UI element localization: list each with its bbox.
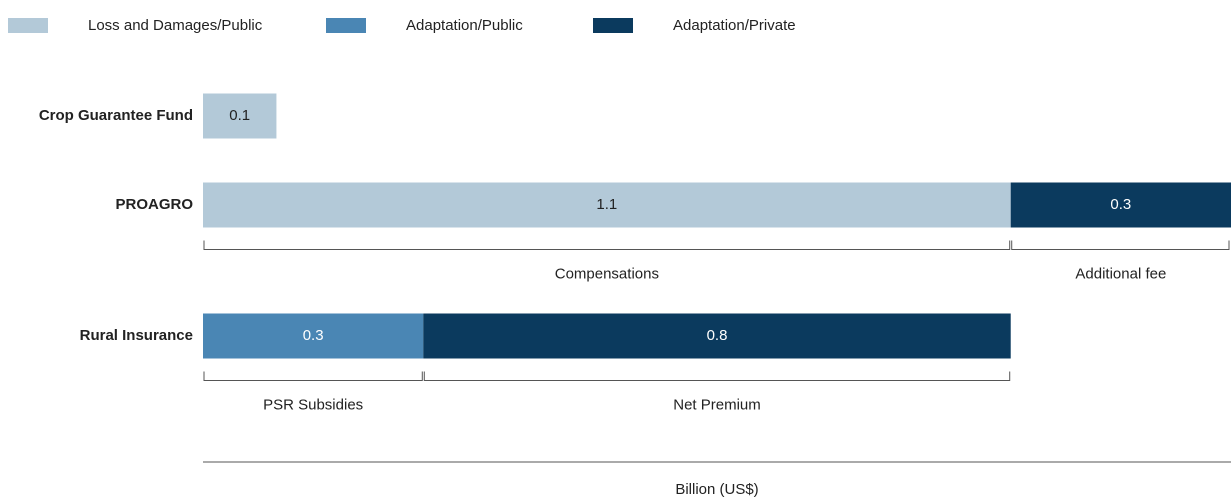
bracket [203, 371, 423, 381]
bracket [1011, 240, 1230, 250]
bracket [203, 240, 1011, 250]
category-label: Crop Guarantee Fund [39, 107, 193, 124]
category-label: PROAGRO [115, 196, 193, 213]
data-label: 0.3 [1110, 196, 1131, 213]
legend-label: Loss and Damages/Public [88, 17, 263, 34]
data-label: 0.8 [707, 327, 728, 344]
segment-label: Additional fee [1075, 265, 1166, 282]
bar-segment [203, 313, 424, 359]
legend-swatch [593, 18, 633, 33]
x-axis-label: Billion (US$) [675, 481, 758, 498]
data-label: 0.3 [303, 327, 324, 344]
bracket [423, 371, 1011, 381]
bar-segment [203, 93, 277, 139]
bar-segment [423, 313, 1011, 359]
category-label: Rural Insurance [80, 327, 193, 344]
data-label: 0.1 [229, 107, 250, 124]
legend-swatch [326, 18, 366, 33]
segment-label: Net Premium [673, 396, 761, 413]
legend-swatch [8, 18, 48, 33]
legend-label: Adaptation/Private [673, 17, 796, 34]
legend-label: Adaptation/Public [406, 17, 523, 34]
bar-segment [203, 182, 1011, 228]
segment-label: Compensations [555, 265, 659, 282]
segment-label: PSR Subsidies [263, 396, 363, 413]
data-label: 1.1 [596, 196, 617, 213]
bar-segment [1010, 182, 1231, 228]
